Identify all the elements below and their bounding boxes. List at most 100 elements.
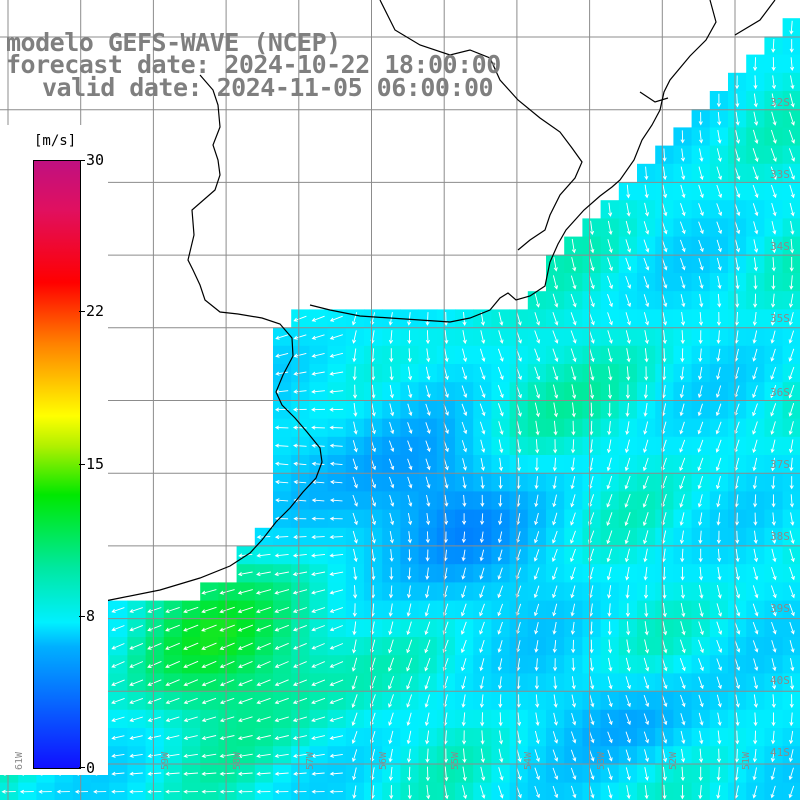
wind-arrow	[311, 352, 325, 358]
wind-arrow	[389, 384, 394, 399]
wind-arrow	[589, 639, 594, 654]
wind-arrow	[643, 657, 650, 672]
wind-arrow	[183, 660, 199, 669]
wind-arrow	[389, 348, 394, 363]
wind-arrow	[388, 603, 393, 617]
wind-arrow	[461, 531, 466, 544]
wind-arrow	[662, 621, 668, 636]
wind-arrow	[552, 494, 557, 508]
wind-arrow	[147, 660, 162, 668]
wind-arrow	[789, 494, 795, 508]
wind-arrow	[329, 589, 344, 595]
wind-arrow	[329, 516, 343, 521]
wind-arrow	[661, 239, 668, 253]
wind-arrow	[789, 694, 794, 709]
wind-arrow	[201, 624, 217, 632]
wind-arrow	[571, 238, 576, 254]
wind-arrow	[625, 566, 630, 581]
wind-arrow	[329, 571, 344, 577]
wind-arrow	[607, 220, 613, 236]
wind-arrow	[256, 553, 271, 558]
wind-arrow	[589, 694, 595, 708]
wind-arrow	[516, 767, 522, 781]
wind-arrow	[644, 366, 649, 381]
wind-arrow	[571, 639, 576, 654]
wind-arrow	[480, 458, 485, 472]
wind-arrow	[553, 712, 558, 726]
wind-arrow	[311, 407, 326, 412]
wind-arrow	[219, 771, 235, 776]
wind-arrow	[461, 440, 468, 453]
wind-arrow	[788, 421, 794, 436]
wind-arrow	[498, 785, 504, 799]
wind-arrow	[129, 697, 144, 705]
wind-arrow	[534, 494, 539, 508]
wind-arrow	[256, 642, 271, 650]
wind-arrow	[625, 713, 631, 726]
wind-arrow	[771, 57, 776, 72]
wind-arrow	[389, 366, 394, 381]
wind-arrow	[771, 621, 777, 635]
wind-arrow	[789, 93, 795, 108]
wind-arrow	[479, 403, 486, 417]
lon-label: 52W	[668, 751, 679, 770]
wind-arrow	[642, 493, 649, 508]
wind-arrow	[424, 621, 431, 636]
wind-arrow	[570, 348, 577, 363]
wind-arrow	[716, 584, 722, 599]
wind-arrow	[607, 275, 613, 290]
title-valid-date: valid date: 2024-11-05 06:00:00	[42, 73, 494, 102]
wind-arrow	[497, 348, 504, 362]
wind-arrow	[479, 639, 485, 653]
wind-arrow	[201, 716, 217, 723]
wind-arrow	[183, 735, 198, 741]
wind-arrow	[571, 402, 576, 418]
wind-arrow	[789, 111, 795, 126]
wind-arrow	[680, 203, 686, 217]
wind-arrow	[589, 676, 595, 690]
wind-arrow	[717, 730, 722, 745]
wind-arrow	[329, 461, 343, 466]
wind-arrow	[461, 421, 468, 435]
wind-arrow	[371, 384, 376, 399]
wind-arrow	[534, 402, 540, 418]
wind-arrow	[388, 694, 394, 708]
wind-arrow	[699, 730, 704, 745]
wind-arrow	[625, 312, 631, 326]
wind-arrow	[388, 730, 394, 745]
wind-arrow	[735, 730, 740, 745]
wind-arrow	[311, 753, 325, 758]
lon-label: 56W	[378, 751, 389, 770]
wind-arrow	[716, 603, 722, 617]
wind-arrow	[697, 385, 703, 399]
wind-arrow	[129, 789, 143, 794]
wind-arrow	[462, 513, 467, 526]
wind-arrow	[770, 184, 777, 199]
wind-arrow	[789, 585, 795, 599]
wind-arrow	[311, 371, 325, 376]
wind-arrow	[715, 421, 722, 435]
wind-arrow	[789, 476, 794, 490]
wind-cell	[782, 127, 800, 147]
wind-arrow	[406, 603, 412, 617]
wind-arrow	[111, 697, 125, 704]
wind-arrow	[771, 111, 777, 126]
wind-arrow	[274, 553, 289, 558]
wind-arrow	[752, 348, 758, 362]
wind-arrow	[643, 294, 650, 308]
wind-arrow	[274, 461, 289, 466]
wind-arrow	[624, 475, 631, 490]
wind-arrow	[534, 384, 541, 399]
wind-arrow	[716, 184, 723, 199]
wind-arrow	[256, 771, 271, 776]
wind-arrow	[424, 603, 430, 617]
wind-arrow	[607, 257, 613, 272]
wind-arrow	[699, 293, 704, 308]
wind-arrow	[680, 294, 686, 308]
wind-arrow	[570, 494, 576, 508]
wind-arrow	[788, 767, 794, 781]
wind-arrow	[753, 548, 759, 563]
wind-arrow	[201, 589, 217, 595]
lat-label: 33S	[770, 168, 790, 181]
wind-arrow	[680, 330, 685, 345]
